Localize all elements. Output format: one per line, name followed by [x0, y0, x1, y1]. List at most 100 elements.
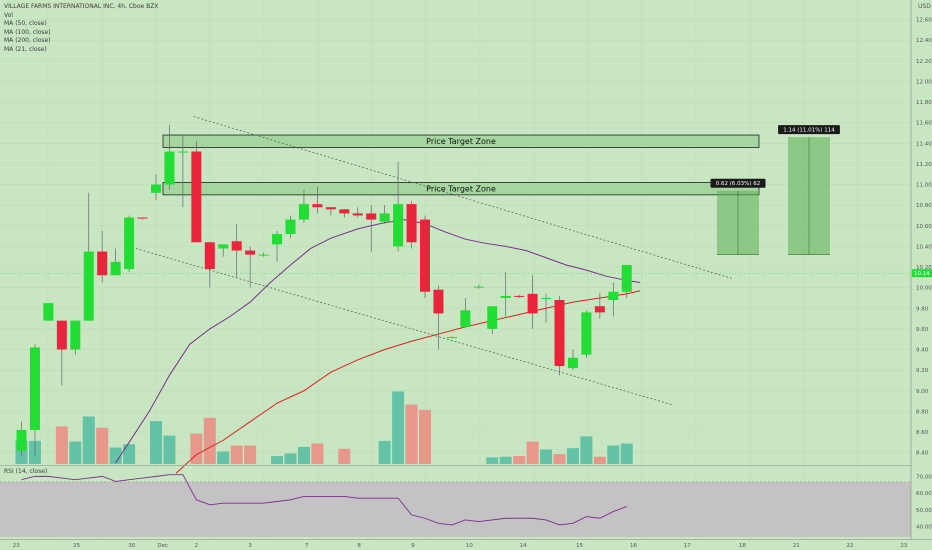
trendline: [135, 248, 674, 406]
projection-tag: [778, 125, 840, 135]
current-price-text: 10.14: [914, 271, 930, 277]
candle-body: [43, 303, 54, 321]
volume-bar: [513, 456, 526, 464]
volume-bar: [419, 409, 431, 464]
volume-bar: [553, 454, 566, 464]
volume-bar: [580, 436, 593, 464]
candle-body: [433, 289, 444, 314]
volume-bar: [607, 445, 620, 464]
time-tick: 23: [900, 543, 907, 549]
volume-bar: [486, 457, 499, 464]
candle-body: [124, 217, 135, 270]
candle-body: [258, 254, 269, 256]
price-tick: 12.60: [916, 18, 932, 24]
time-tick: 7: [305, 543, 309, 549]
candle-body: [312, 204, 323, 208]
candle-body: [137, 217, 148, 219]
time-tick: 10: [466, 543, 473, 549]
rsi-band: [0, 482, 911, 537]
candle-body: [567, 357, 578, 369]
target-zone: [162, 182, 760, 196]
candle-body: [406, 204, 417, 243]
candle-body: [500, 295, 511, 298]
candle-body: [514, 295, 525, 297]
candle-body: [218, 244, 229, 249]
candle-body: [594, 306, 605, 313]
price-tick: 10.20: [916, 265, 932, 271]
candle-body: [473, 286, 484, 288]
price-tick: 10.80: [916, 203, 932, 209]
candle-body: [527, 293, 538, 314]
volume-bar: [311, 443, 324, 464]
volume-bar: [566, 448, 579, 464]
candle-body: [70, 320, 81, 350]
time-tick: 23: [13, 543, 20, 549]
candle-body: [285, 219, 296, 235]
candle-body: [366, 213, 377, 220]
time-tick: 3: [248, 543, 252, 549]
trendline: [193, 116, 732, 279]
volume-bar: [271, 456, 284, 464]
volume-bar: [203, 417, 216, 464]
candle-body: [191, 151, 202, 243]
price-tick: 11.20: [916, 162, 932, 168]
price-tick: 10.40: [916, 244, 932, 250]
volume-bar: [526, 441, 539, 464]
candle-body: [110, 261, 121, 276]
candle-body: [298, 204, 309, 220]
candle-body: [487, 306, 498, 329]
price-tick: 8.80: [916, 409, 929, 415]
legend-ma50: MA (50, close): [4, 20, 47, 28]
price-tick: 11.40: [916, 141, 932, 147]
price-tick: 10.00: [916, 286, 932, 292]
price-tick: 11.80: [916, 100, 932, 106]
time-tick: Dec: [157, 543, 168, 549]
candle-body: [581, 312, 592, 355]
zone-label: Price Target Zone: [426, 137, 496, 146]
volume-bar: [55, 426, 68, 464]
time-tick: 9: [411, 543, 415, 549]
volume-bar: [297, 446, 310, 464]
candle-body: [151, 184, 161, 193]
target-zone: [162, 134, 760, 148]
volume-bar: [96, 427, 109, 464]
volume-bar: [338, 448, 351, 464]
candle-body: [29, 347, 40, 430]
price-tick: 12.00: [916, 79, 932, 85]
volume-bar: [540, 449, 553, 464]
price-tick: 8.40: [916, 451, 929, 457]
time-tick: 14: [520, 543, 527, 549]
time-tick: 16: [630, 543, 637, 549]
price-tick: 12.40: [916, 38, 932, 44]
candle-body: [177, 151, 188, 153]
current-price-tag: [912, 269, 932, 278]
volume-bar: [150, 421, 162, 464]
rsi-tick: 40.00: [916, 525, 932, 531]
time-tick: 21: [793, 543, 800, 549]
candle-body: [56, 320, 67, 350]
candle-body: [231, 241, 242, 251]
volume-bar: [190, 433, 203, 464]
volume-bar: [593, 456, 606, 464]
candle-body: [460, 310, 471, 327]
price-tick: 10.60: [916, 224, 932, 230]
price-tick: 9.80: [916, 306, 929, 312]
ma-line-red: [175, 290, 641, 474]
candle-body: [97, 251, 108, 276]
candle-body: [352, 213, 363, 216]
volume-bar: [499, 456, 512, 464]
candle-body: [541, 297, 552, 299]
candle-body: [272, 234, 283, 245]
candle-body: [204, 242, 215, 270]
rsi-tick: 60.00: [916, 491, 932, 497]
price-tick: 9.60: [916, 327, 929, 333]
volume-bar: [163, 435, 176, 464]
projection-tag-text: 0.62 (6.03%) 62: [716, 181, 761, 187]
price-tick: 8.60: [916, 430, 929, 436]
time-tick: 17: [684, 543, 691, 549]
candle-body: [621, 264, 632, 292]
price-tick: 9.20: [916, 368, 929, 374]
time-tick: 30: [128, 543, 135, 549]
time-tick: 25: [73, 543, 80, 549]
